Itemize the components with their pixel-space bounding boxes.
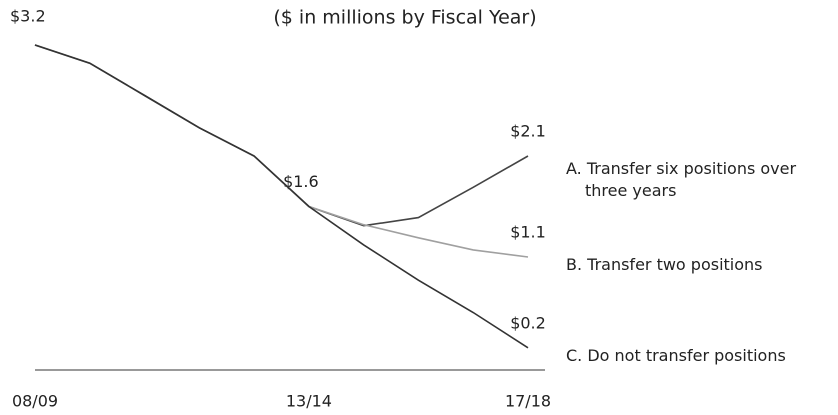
legend-entry: B. Transfer two positions (566, 254, 763, 274)
series-line (34, 44, 529, 349)
data-label: $1.6 (283, 172, 319, 191)
data-label: $1.1 (510, 222, 546, 241)
x-tick-label: 17/18 (505, 392, 551, 411)
chart-title: ($ in millions by Fiscal Year) (273, 7, 536, 29)
data-label: $0.2 (510, 313, 546, 332)
legend-entry: C. Do not transfer positions (566, 345, 786, 365)
x-tick-label: 13/14 (286, 392, 332, 411)
series-line (34, 44, 529, 227)
data-label: $2.1 (510, 122, 546, 141)
x-tick-label: 08/09 (12, 392, 58, 411)
series-line (34, 44, 529, 258)
data-label: $3.2 (10, 7, 46, 26)
legend-entry: A. Transfer six positions over three yea… (566, 159, 797, 201)
